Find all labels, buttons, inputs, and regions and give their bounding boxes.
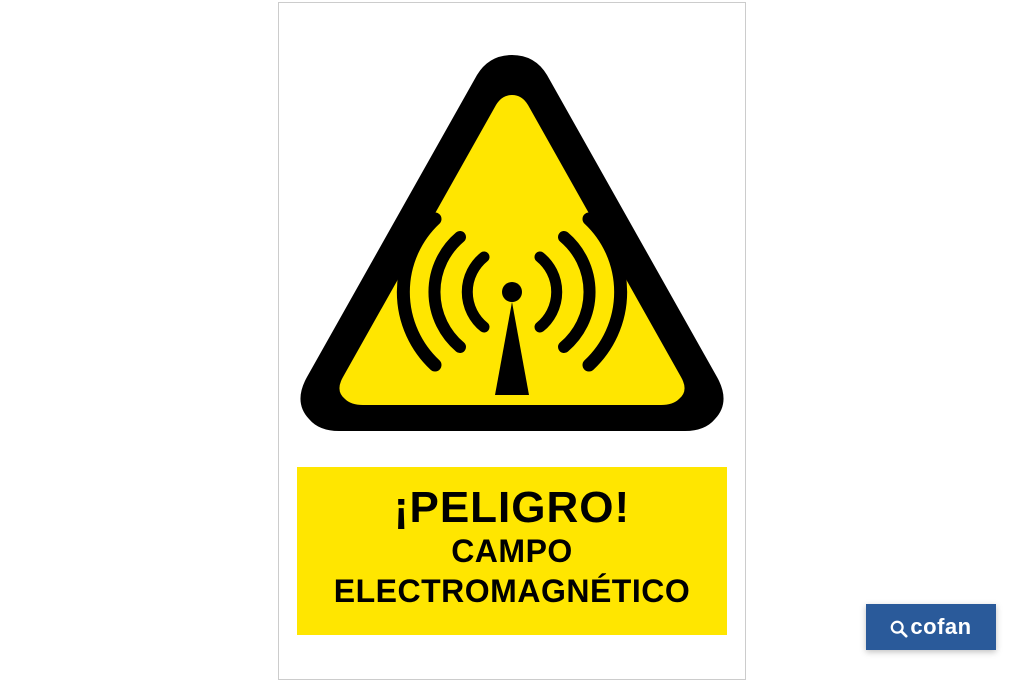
warning-text-line2: CAMPO [307,531,717,571]
warning-sign-frame: ¡PELIGRO! CAMPO ELECTROMAGNÉTICO [278,2,746,680]
brand-label: cofan [910,614,971,640]
warning-text-line1: ¡PELIGRO! [307,485,717,531]
electromagnetic-warning-icon [297,47,727,437]
warning-triangle [297,47,727,437]
warning-text-panel: ¡PELIGRO! CAMPO ELECTROMAGNÉTICO [297,467,727,635]
warning-text-line3: ELECTROMAGNÉTICO [307,571,717,611]
brand-badge: cofan [866,604,996,650]
magnifier-icon [890,618,908,636]
